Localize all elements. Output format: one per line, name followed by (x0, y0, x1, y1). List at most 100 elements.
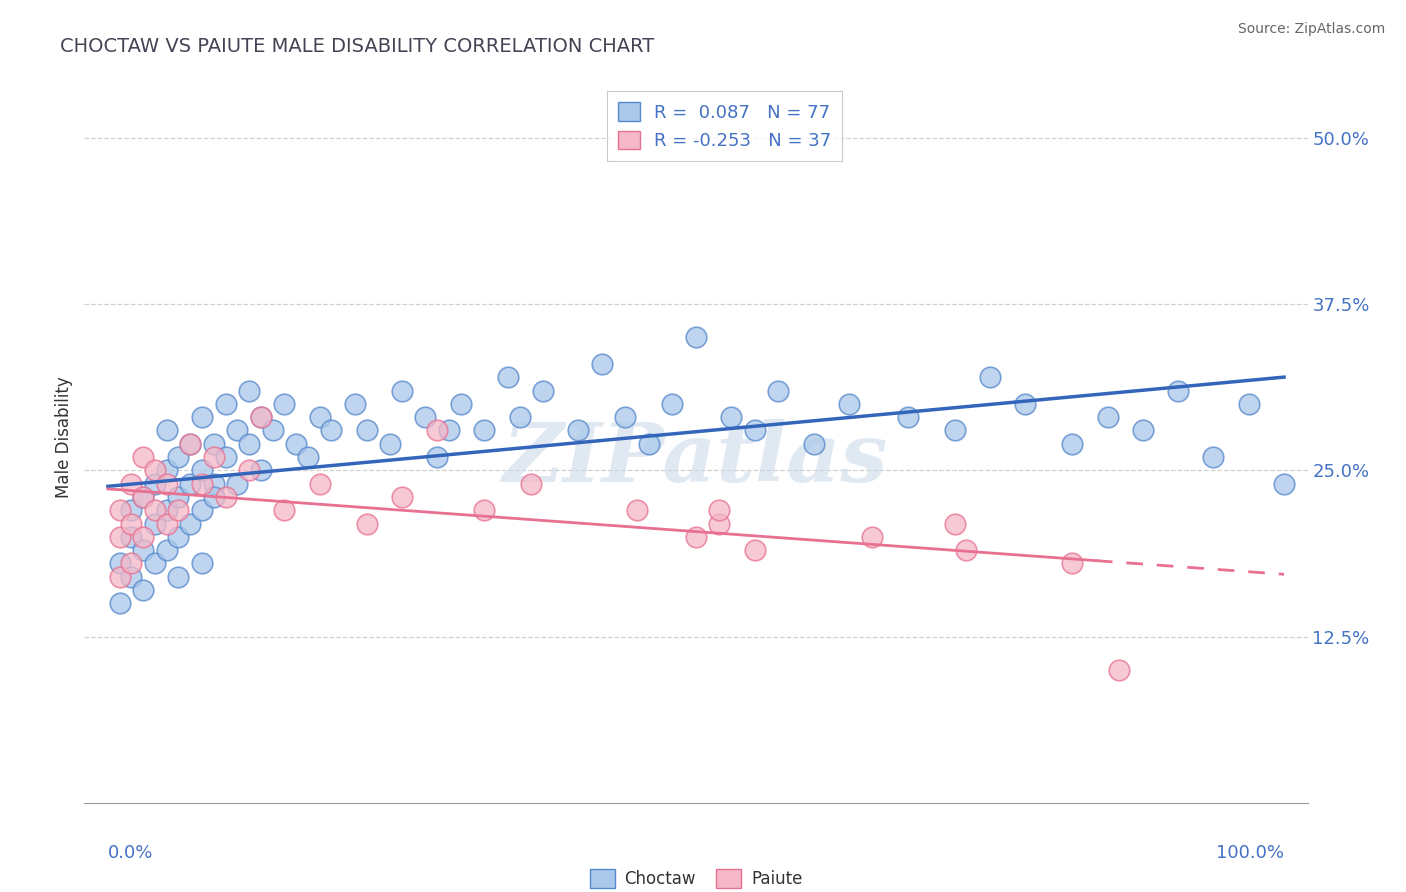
Point (167, 503, 190, 517)
Point (308, 476, 330, 491)
Point (143, 516, 166, 531)
Point (262, 424, 284, 438)
Point (191, 410, 214, 425)
Point (356, 516, 378, 531)
Point (1202, 450, 1225, 464)
Point (520, 476, 543, 491)
Text: 0.0%: 0.0% (108, 845, 153, 863)
Point (132, 543, 155, 558)
Point (143, 463, 166, 477)
Point (720, 410, 742, 425)
Point (638, 436, 661, 450)
Point (380, 436, 402, 450)
Point (1108, 663, 1130, 677)
Point (249, 410, 271, 425)
Point (156, 424, 179, 438)
Point (202, 490, 225, 504)
Point (496, 370, 519, 384)
Point (709, 516, 731, 531)
Point (179, 436, 201, 450)
Point (143, 557, 166, 571)
Point (426, 424, 449, 438)
Point (120, 516, 142, 531)
Point (472, 503, 495, 517)
Point (450, 397, 472, 411)
Point (132, 530, 155, 544)
Point (132, 450, 155, 464)
Point (626, 503, 648, 517)
Point (744, 543, 766, 558)
Point (285, 436, 308, 450)
Point (356, 424, 378, 438)
Point (249, 463, 271, 477)
Point (167, 490, 190, 504)
Point (202, 436, 225, 450)
Point (226, 476, 249, 491)
Point (191, 476, 214, 491)
Point (132, 490, 155, 504)
Point (531, 384, 554, 398)
Point (202, 476, 225, 491)
Point (308, 410, 330, 425)
Point (132, 582, 155, 597)
Point (1097, 410, 1119, 425)
Point (1272, 476, 1295, 491)
Point (120, 530, 142, 544)
Point (591, 357, 613, 371)
Point (226, 424, 249, 438)
Point (273, 397, 295, 411)
Point (179, 516, 201, 531)
Point (179, 476, 201, 491)
Point (108, 557, 131, 571)
Point (108, 570, 131, 584)
Point (143, 503, 166, 517)
Point (120, 476, 142, 491)
Text: Source: ZipAtlas.com: Source: ZipAtlas.com (1237, 22, 1385, 37)
Point (943, 516, 966, 531)
Point (191, 557, 214, 571)
Point (1062, 436, 1084, 450)
Point (132, 490, 155, 504)
Point (1132, 424, 1154, 438)
Point (120, 503, 142, 517)
Point (120, 557, 142, 571)
Point (297, 450, 319, 464)
Point (838, 397, 860, 411)
Text: 100.0%: 100.0% (1216, 845, 1284, 863)
Point (1014, 397, 1036, 411)
Point (768, 384, 790, 398)
Point (955, 543, 977, 558)
Point (860, 530, 883, 544)
Point (108, 596, 131, 610)
Point (685, 530, 707, 544)
Point (238, 436, 260, 450)
Point (156, 476, 179, 491)
Point (108, 503, 131, 517)
Point (191, 463, 214, 477)
Point (943, 424, 966, 438)
Legend: Choctaw, Paiute: Choctaw, Paiute (583, 863, 808, 892)
Point (156, 516, 179, 531)
Point (472, 424, 495, 438)
Point (685, 330, 707, 344)
Point (1237, 397, 1260, 411)
Point (321, 424, 343, 438)
Point (167, 530, 190, 544)
Point (214, 490, 236, 504)
Point (709, 503, 731, 517)
Point (191, 503, 214, 517)
Text: ZIPatlas: ZIPatlas (503, 419, 889, 499)
Point (1062, 557, 1084, 571)
Point (249, 410, 271, 425)
Point (437, 424, 460, 438)
Point (167, 450, 190, 464)
Point (1167, 384, 1189, 398)
Point (391, 384, 413, 398)
Point (415, 410, 437, 425)
Point (214, 397, 236, 411)
Point (120, 570, 142, 584)
Point (567, 424, 589, 438)
Point (108, 530, 131, 544)
Y-axis label: Male Disability: Male Disability (55, 376, 73, 498)
Point (273, 503, 295, 517)
